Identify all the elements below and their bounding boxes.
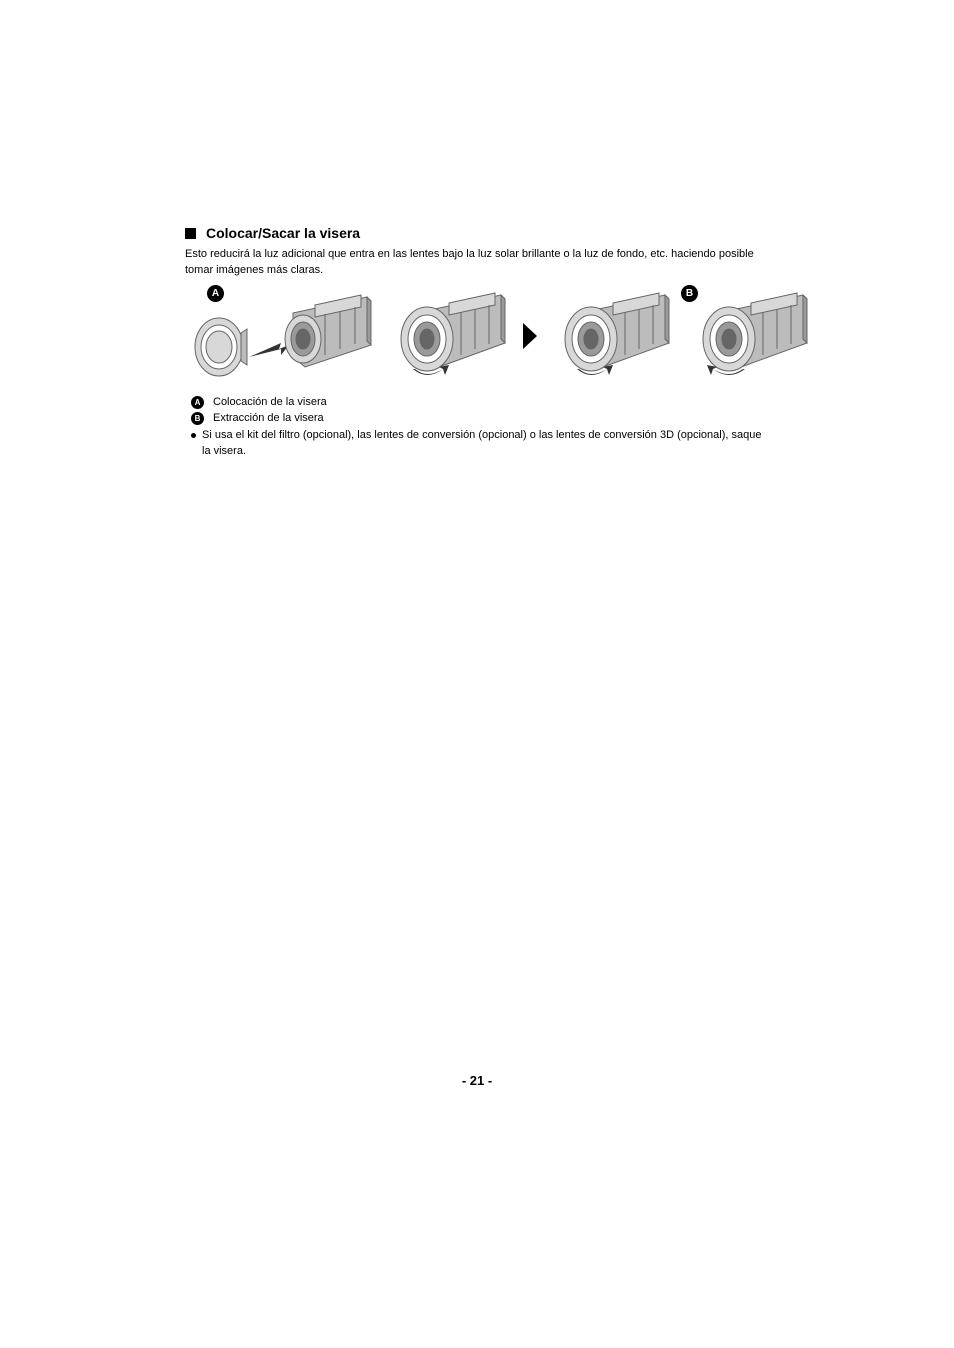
badge-b-icon: B [681, 285, 698, 302]
camera-attach-illustration [185, 289, 375, 384]
camera-remove-illustration [685, 289, 815, 384]
page-number: - 21 - [0, 1073, 954, 1088]
badge-a-icon: A [207, 285, 224, 302]
note-row: Si usa el kit del filtro (opcional), las… [191, 428, 769, 460]
square-bullet-icon [185, 228, 196, 239]
legend-badge-b-icon: B [191, 412, 204, 425]
camera-rotate-illustration-1 [383, 289, 513, 384]
legend-badge-a-icon: A [191, 396, 204, 409]
camera-rotate-illustration-2 [547, 289, 677, 384]
bullet-icon [191, 433, 196, 438]
chevron-right-icon [521, 321, 539, 351]
legend-text-b: Extracción de la visera [213, 412, 324, 424]
legend-text-a: Colocación de la visera [213, 396, 327, 408]
illustration-panel-4: B [685, 289, 815, 384]
intro-paragraph: Esto reducirá la luz adicional que entra… [185, 247, 769, 279]
illustration-row: A [185, 289, 769, 384]
section-heading-row: Colocar/Sacar la visera [185, 225, 769, 241]
section-heading: Colocar/Sacar la visera [206, 225, 360, 241]
note-text: Si usa el kit del filtro (opcional), las… [202, 428, 769, 460]
page-content: Colocar/Sacar la visera Esto reducirá la… [185, 225, 769, 460]
legend-row-a: A Colocación de la visera [191, 396, 769, 409]
illustration-panel-1: A [185, 289, 375, 384]
legend-row-b: B Extracción de la visera [191, 412, 769, 425]
